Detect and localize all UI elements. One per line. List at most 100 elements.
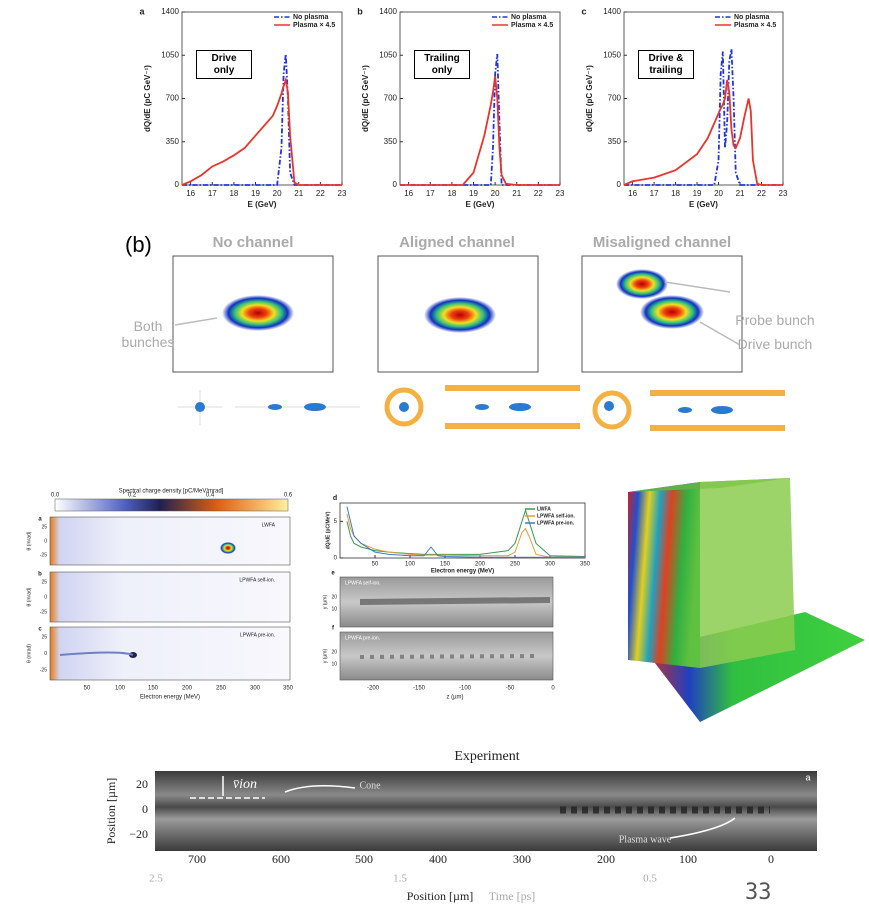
x-tick-label: 200 bbox=[475, 562, 486, 568]
y-axis-label: dQ/dE (pC/MeV) bbox=[325, 511, 331, 549]
x-tick-label: 500 bbox=[355, 852, 373, 866]
y-tick-label: 0 bbox=[44, 538, 47, 544]
y-tick-label: −20 bbox=[129, 827, 148, 841]
legend-label: LPWFA self-ion. bbox=[537, 513, 575, 519]
x-axis-label: E (GeV) bbox=[248, 200, 277, 209]
legend-label: Plasma × 4.5 bbox=[293, 22, 335, 29]
x-tick-label: 100 bbox=[679, 852, 697, 866]
legend-label: Plasma × 4.5 bbox=[511, 22, 553, 29]
panel-name: LPWFA self-ion. bbox=[239, 577, 275, 583]
x-tick-label: 250 bbox=[510, 562, 521, 568]
panel-label: b bbox=[38, 572, 42, 578]
colorbar-tick: 0.4 bbox=[206, 493, 215, 499]
y-tick-label: 25 bbox=[41, 524, 47, 530]
figure-title: Experiment bbox=[454, 749, 519, 764]
x-tick-label: 16 bbox=[628, 189, 637, 198]
x-tick-label: 16 bbox=[186, 189, 195, 198]
annotation: Cone bbox=[359, 780, 381, 791]
x-tick-label: 22 bbox=[316, 189, 325, 198]
x-tick-label: 18 bbox=[447, 189, 456, 198]
panel-name: LWFA bbox=[262, 522, 276, 528]
x-tick-label: 23 bbox=[338, 189, 347, 198]
x-tick-label: 20 bbox=[714, 189, 723, 198]
simulation-render bbox=[628, 478, 865, 722]
x-tick-label: 400 bbox=[429, 852, 447, 866]
plot-frame bbox=[339, 502, 586, 559]
x-tick-label: 19 bbox=[469, 189, 478, 198]
x-tick-label: 18 bbox=[229, 189, 238, 198]
x-axis-label: z (µm) bbox=[446, 695, 463, 701]
y-axis-label: Position [µm] bbox=[104, 778, 118, 845]
y-tick-label: 20 bbox=[331, 594, 337, 600]
y-tick-label: 1050 bbox=[161, 50, 179, 59]
plot-frame bbox=[181, 11, 343, 186]
panel-label: (b) bbox=[125, 232, 152, 257]
panel-name: LPWFA pre-ion. bbox=[345, 635, 380, 641]
panel-label: c bbox=[38, 627, 42, 633]
x-tick-label: 150 bbox=[440, 562, 451, 568]
y-axis-label: dQ/dE (pC GeV⁻¹) bbox=[143, 65, 152, 132]
x-tick-label: 0 bbox=[768, 852, 774, 866]
colorbar-title: Spectral charge density [pC/MeV/mrad] bbox=[119, 489, 224, 495]
y-tick-label: 5 bbox=[334, 519, 338, 525]
x-tick-label: 22 bbox=[757, 189, 766, 198]
legend-label: LPWFA pre-ion. bbox=[537, 520, 575, 526]
data-line bbox=[181, 76, 342, 186]
panel-name: LPWFA self-ion. bbox=[345, 580, 381, 586]
y-tick-label: 1400 bbox=[161, 7, 179, 16]
shadowgraph-images bbox=[339, 576, 554, 681]
x-axis-label: E (GeV) bbox=[689, 200, 718, 209]
x-tick-label: 600 bbox=[272, 852, 290, 866]
panel-name: LPWFA pre-ion. bbox=[240, 632, 275, 638]
y-tick-label: 1400 bbox=[603, 7, 621, 16]
x-tick-label: 200 bbox=[597, 852, 615, 866]
y-tick-label: 350 bbox=[166, 137, 180, 146]
data-line bbox=[623, 79, 783, 186]
annotation: Probe bunch bbox=[735, 312, 815, 328]
y-tick-label: 0 bbox=[393, 180, 398, 189]
x-tick-label: 21 bbox=[512, 189, 521, 198]
y-tick-label: 350 bbox=[608, 137, 622, 146]
panel-label: a bbox=[805, 772, 810, 782]
x-tick-label: 19 bbox=[251, 189, 260, 198]
y-tick-label: 0 bbox=[44, 651, 47, 657]
colorbar-tick: 0.6 bbox=[284, 493, 293, 499]
x-tick-label: -150 bbox=[413, 686, 426, 692]
y-tick-label: -25 bbox=[40, 609, 47, 615]
y-tick-label: 0 bbox=[175, 180, 180, 189]
data-line bbox=[346, 506, 585, 558]
time-axis-label: Time [ps] bbox=[489, 889, 536, 903]
y-axis-label: dQ/dE (pC GeV⁻¹) bbox=[585, 65, 594, 132]
y-axis-label: θ (mrad) bbox=[26, 531, 32, 550]
annotation-box: Trailing only bbox=[414, 50, 470, 79]
beam-images bbox=[172, 255, 743, 373]
y-axis-label: θ (mrad) bbox=[26, 644, 32, 663]
y-tick-label: 25 bbox=[41, 579, 47, 585]
y-tick-label: 350 bbox=[384, 137, 398, 146]
x-tick-label: 17 bbox=[426, 189, 435, 198]
x-tick-label: 100 bbox=[405, 562, 416, 568]
x-tick-label: 19 bbox=[693, 189, 702, 198]
column-title: Misaligned channel bbox=[593, 234, 731, 251]
x-tick-label: 50 bbox=[372, 562, 379, 568]
panel-label: a bbox=[139, 6, 145, 16]
x-tick-label: -50 bbox=[506, 686, 515, 692]
y-tick-label: 0 bbox=[142, 802, 148, 816]
x-tick-label: 21 bbox=[736, 189, 745, 198]
y-tick-label: 20 bbox=[331, 649, 337, 655]
column-title: No channel bbox=[213, 234, 294, 251]
y-tick-label: 1050 bbox=[379, 50, 397, 59]
data-line bbox=[346, 508, 586, 558]
y-tick-label: -25 bbox=[40, 667, 47, 673]
x-tick-label: 300 bbox=[513, 852, 531, 866]
x-tick-label: 17 bbox=[208, 189, 217, 198]
panel-label: a bbox=[38, 517, 42, 523]
x-tick-label: 100 bbox=[115, 686, 126, 692]
y-axis-label: y (µm) bbox=[322, 649, 328, 664]
y-tick-label: 1400 bbox=[379, 7, 397, 16]
annotation: Both bunches bbox=[121, 318, 175, 351]
y-tick-label: 700 bbox=[384, 94, 398, 103]
plot-frame bbox=[399, 11, 561, 186]
y-tick-label: 700 bbox=[166, 94, 180, 103]
